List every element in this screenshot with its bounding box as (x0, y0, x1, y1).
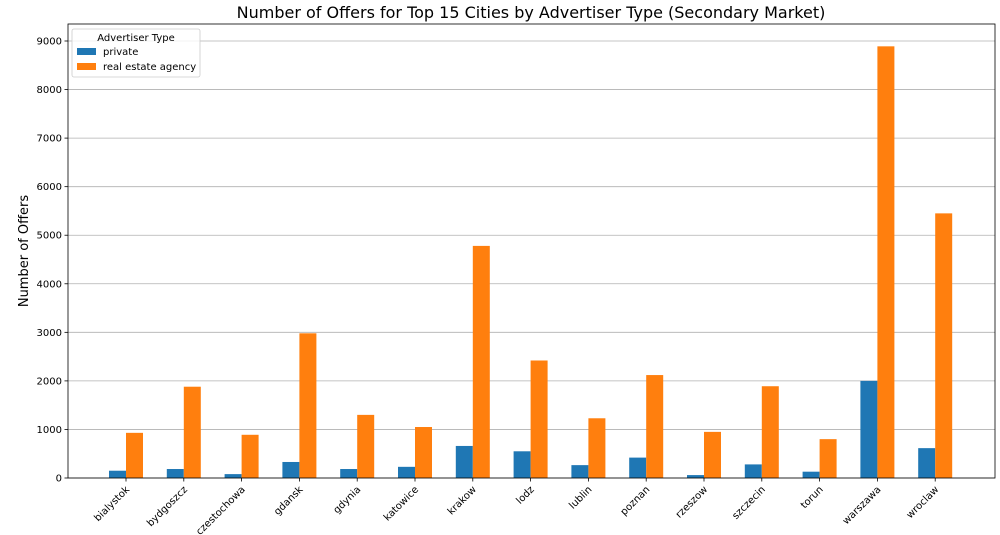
y-tick-label: 6000 (37, 182, 62, 193)
x-tick-label: bydgoszcz (145, 484, 190, 529)
y-axis-ticks: 0 1000 2000 3000 4000 5000 6000 7000 8000 9000 (37, 36, 68, 485)
y-tick-label: 7000 (37, 134, 62, 145)
bar-real-estate-agency-lublin (588, 418, 606, 478)
x-tick-label: gdynia (332, 484, 364, 516)
legend-label: private (103, 47, 138, 58)
bar-private-lodz (513, 451, 531, 478)
x-tick-label: gdansk (272, 484, 305, 517)
bar-private-krakow (455, 445, 473, 478)
legend-swatch (77, 48, 96, 55)
bar-private-warszawa (860, 380, 878, 478)
x-tick-label: czestochowa (194, 484, 247, 535)
y-tick-label: 3000 (37, 328, 62, 339)
bar-private-czestochowa (224, 474, 242, 478)
plot-frame (67, 23, 996, 479)
y-tick-label: 4000 (37, 279, 62, 290)
bar-real-estate-agency-katowice (415, 427, 432, 478)
legend-title: Advertiser Type (97, 33, 175, 44)
x-axis-ticks: bialystok bydgoszcz czestochowa gdansk gdyni… (93, 478, 942, 535)
x-tick-label: wroclaw (905, 484, 942, 521)
bar-real-estate-agency-gdynia (357, 414, 375, 478)
x-tick-label: poznan (619, 484, 653, 518)
bar-private-szczecin (744, 464, 762, 478)
x-tick-label: lodz (514, 484, 536, 506)
bar-private-lublin (571, 465, 589, 478)
bar-real-estate-agency-bialystok (126, 432, 143, 478)
bar-private-poznan (629, 457, 647, 478)
x-tick-label: lublin (567, 484, 594, 511)
bar-real-estate-agency-poznan (646, 375, 664, 478)
bar-real-estate-agency-szczecin (761, 386, 779, 478)
y-tick-label: 9000 (37, 36, 62, 47)
bar-real-estate-agency-rzeszow (704, 431, 721, 478)
x-tick-label: bialystok (93, 484, 133, 524)
bar-real-estate-agency-torun (819, 439, 837, 478)
y-tick-label: 1000 (37, 425, 62, 436)
bar-real-estate-agency-czestochowa (241, 434, 259, 478)
bar-real-estate-agency-krakow (472, 245, 490, 478)
bar-private-gdynia (340, 469, 358, 478)
legend-box (71, 28, 201, 78)
bar-private-bydgoszcz (166, 469, 184, 478)
bar-private-rzeszow (687, 475, 704, 478)
chart-title: Number of Offers for Top 15 Cities by Ad… (237, 3, 826, 22)
y-tick-label: 5000 (37, 231, 62, 242)
x-tick-label: szczecin (730, 484, 767, 521)
legend-swatch (77, 63, 96, 70)
bar-real-estate-agency-gdansk (299, 333, 317, 478)
y-tick-label: 0 (56, 474, 62, 485)
bar-private-gdansk (282, 461, 300, 478)
bars (109, 46, 953, 479)
bar-real-estate-agency-bydgoszcz (183, 386, 201, 478)
legend-label: real estate agency (103, 62, 196, 73)
bar-private-wroclaw (918, 448, 936, 478)
grid-lines (68, 40, 995, 479)
x-tick-label: katowice (382, 484, 421, 523)
bar-private-bialystok (109, 470, 126, 478)
bar-real-estate-agency-wroclaw (935, 213, 953, 478)
x-tick-label: warszawa (841, 484, 884, 527)
bar-real-estate-agency-lodz (530, 360, 548, 478)
bar-real-estate-agency-warszawa (877, 46, 895, 479)
x-tick-label: krakow (446, 484, 479, 517)
bar-private-torun (802, 471, 820, 478)
x-tick-label: rzeszow (674, 484, 710, 520)
y-tick-label: 2000 (37, 376, 62, 387)
y-tick-label: 8000 (37, 85, 62, 96)
y-axis-label: Number of Offers (17, 195, 32, 308)
x-tick-label: torun (799, 484, 826, 511)
legend: Advertiser Type private real estate agenc… (71, 28, 201, 78)
bar-private-katowice (398, 466, 415, 478)
